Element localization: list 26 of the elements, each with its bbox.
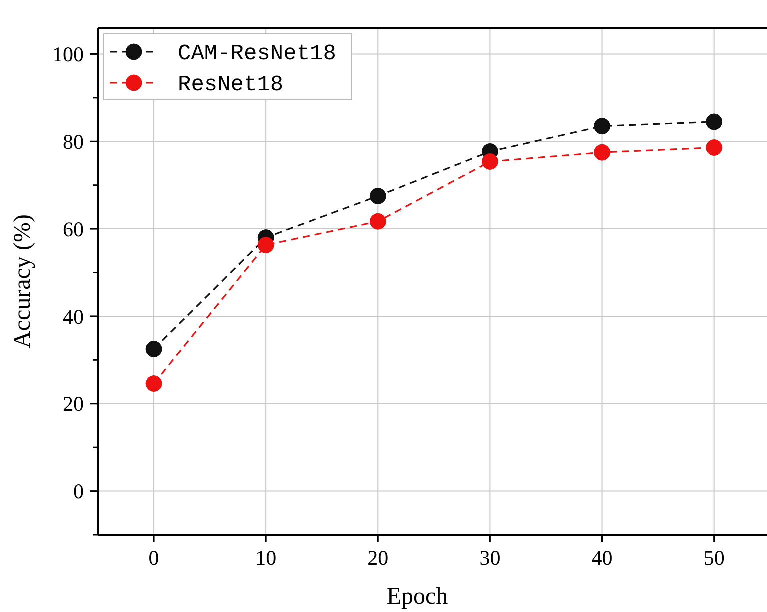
x-tick-label: 50 <box>704 546 725 570</box>
y-tick-label: 100 <box>52 42 84 67</box>
point <box>706 114 723 130</box>
point <box>258 236 274 254</box>
point <box>706 140 723 156</box>
x-axis-title: Epoch <box>386 584 448 610</box>
y-tick-label: 80 <box>63 130 84 154</box>
x-tick-label: 20 <box>368 546 389 570</box>
y-tick-label: 0 <box>74 480 84 504</box>
y-tick-label: 40 <box>63 304 84 329</box>
point <box>594 118 611 135</box>
point <box>146 376 162 392</box>
point <box>594 144 611 161</box>
legend-label: CAM-ResNet18 <box>178 42 336 67</box>
point <box>482 153 498 170</box>
x-tick-label: 10 <box>256 546 277 570</box>
y-tick-label: 20 <box>63 392 84 416</box>
y-axis-title: Accuracy (%) <box>10 214 36 348</box>
point <box>370 213 386 230</box>
point <box>146 340 162 358</box>
x-tick-label: 40 <box>592 546 613 570</box>
point <box>370 188 386 205</box>
legend-label: ResNet18 <box>178 72 284 98</box>
x-tick-label: 30 <box>480 546 501 570</box>
x-tick-label: 0 <box>148 546 160 570</box>
y-tick-label: 60 <box>63 217 84 242</box>
